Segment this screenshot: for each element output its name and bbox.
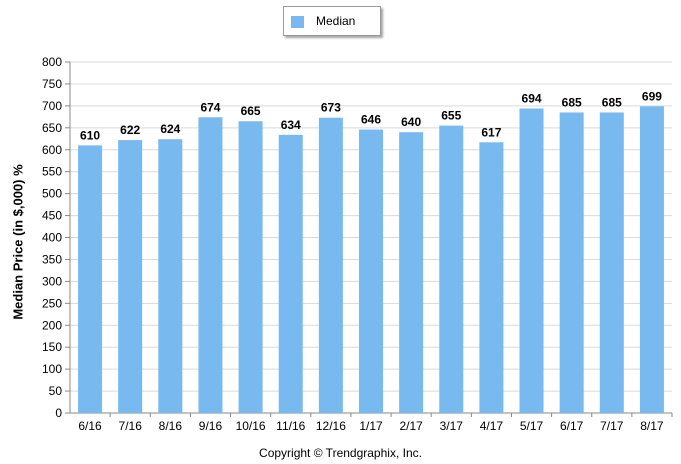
data-label: 685 xyxy=(562,95,582,109)
x-tick-label: 12/16 xyxy=(316,419,346,433)
y-tick-label: 50 xyxy=(49,384,63,398)
y-tick-labels: 0 50 100 150 200 250 300 350 400 450 500 550 600 650 7… xyxy=(42,55,62,420)
y-tick-label: 100 xyxy=(42,362,62,376)
bar-1-17 xyxy=(359,129,383,413)
bar-8-16 xyxy=(158,139,183,413)
y-tick-label: 550 xyxy=(42,165,62,179)
bar-6-17 xyxy=(559,112,584,414)
legend-label-median: Median xyxy=(316,14,356,28)
x-tick-label: 10/16 xyxy=(236,419,266,433)
copyright-footer: Copyright © Trendgraphix, Inc. xyxy=(259,446,422,460)
bar-7-17 xyxy=(599,112,624,414)
bar-2-17 xyxy=(399,132,424,413)
bar-9-16 xyxy=(198,117,223,413)
x-tick-label: 8/17 xyxy=(640,419,664,433)
x-tick-label: 11/16 xyxy=(276,419,305,433)
bar-12-16 xyxy=(318,117,343,413)
legend-swatch-median xyxy=(291,16,304,28)
bar-3-17 xyxy=(439,125,464,414)
data-labels: 610 622 624 674 665 634 673 646 640 655 617 694 685 6… xyxy=(80,89,662,142)
x-tick-label: 6/16 xyxy=(78,419,102,433)
x-tick-label: 1/17 xyxy=(359,419,383,433)
bar-7-16 xyxy=(118,140,143,413)
bar-4-17 xyxy=(479,142,504,413)
bar-6-16 xyxy=(78,145,103,414)
y-tick-label: 0 xyxy=(55,406,62,420)
data-label: 699 xyxy=(642,89,662,103)
x-tick-label: 8/16 xyxy=(159,419,183,433)
data-label: 622 xyxy=(120,123,140,137)
y-tick-label: 250 xyxy=(42,296,62,310)
x-tick-label: 3/17 xyxy=(440,419,464,433)
y-tick-label: 800 xyxy=(42,55,62,69)
y-tick-label: 200 xyxy=(42,318,62,332)
data-label: 610 xyxy=(80,128,100,142)
data-label: 655 xyxy=(441,109,461,123)
data-label: 685 xyxy=(602,95,622,109)
data-label: 694 xyxy=(522,92,542,106)
bar-8-17 xyxy=(639,106,664,413)
data-label: 624 xyxy=(160,122,180,136)
y-tick-label: 350 xyxy=(42,252,62,266)
data-label: 617 xyxy=(481,125,501,139)
x-tick-label: 2/17 xyxy=(399,419,423,433)
data-label: 674 xyxy=(200,100,220,114)
x-tick-label: 9/16 xyxy=(199,419,223,433)
data-label: 634 xyxy=(281,118,301,132)
x-tick-label: 6/17 xyxy=(560,419,584,433)
data-label: 646 xyxy=(361,113,381,127)
x-tick-label: 4/17 xyxy=(480,419,504,433)
bar-5-17 xyxy=(519,108,544,413)
y-axis-title: Median Price (in $,000) % xyxy=(10,164,26,320)
y-tick-label: 600 xyxy=(42,143,62,157)
y-tick-label: 500 xyxy=(42,187,62,201)
data-label: 673 xyxy=(321,101,341,115)
bar-10-16 xyxy=(238,121,263,413)
y-tick-label: 450 xyxy=(42,209,62,223)
y-tick-label: 650 xyxy=(42,121,62,135)
data-label: 665 xyxy=(241,104,261,118)
y-tick-label: 150 xyxy=(42,340,62,354)
data-label: 640 xyxy=(401,115,421,129)
x-tick-label: 7/17 xyxy=(600,419,624,433)
bar-11-16 xyxy=(278,134,303,413)
x-tick-label: 5/17 xyxy=(520,419,544,433)
y-tick-label: 700 xyxy=(42,99,62,113)
x-tick-label: 7/16 xyxy=(119,419,143,433)
y-tick-label: 400 xyxy=(42,231,62,245)
y-tick-label: 750 xyxy=(42,77,62,91)
legend: Median xyxy=(283,6,381,36)
bars xyxy=(78,106,664,414)
y-tick-label: 300 xyxy=(42,274,62,288)
x-tick-labels: 6/16 7/16 8/16 9/16 10/16 11/16 12/16 1/17 2/17 3… xyxy=(78,419,664,433)
